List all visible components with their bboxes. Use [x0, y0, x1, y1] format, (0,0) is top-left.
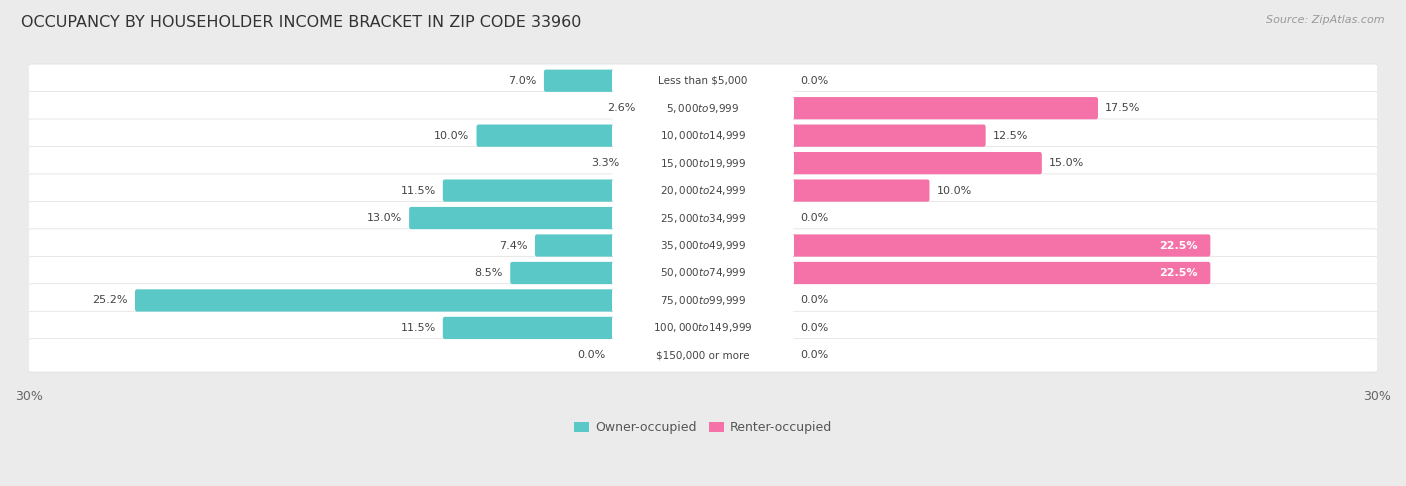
FancyBboxPatch shape [786, 97, 1098, 119]
FancyBboxPatch shape [786, 179, 929, 202]
Text: 0.0%: 0.0% [801, 350, 830, 361]
FancyBboxPatch shape [28, 229, 1378, 262]
Text: 0.0%: 0.0% [576, 350, 605, 361]
FancyBboxPatch shape [786, 124, 986, 147]
Text: 22.5%: 22.5% [1159, 268, 1198, 278]
FancyBboxPatch shape [534, 234, 620, 257]
Text: 3.3%: 3.3% [592, 158, 620, 168]
FancyBboxPatch shape [612, 288, 794, 312]
FancyBboxPatch shape [510, 262, 620, 284]
Text: 17.5%: 17.5% [1105, 103, 1140, 113]
Text: 25.2%: 25.2% [93, 295, 128, 305]
Text: 0.0%: 0.0% [801, 213, 830, 223]
FancyBboxPatch shape [786, 262, 1211, 284]
Text: OCCUPANCY BY HOUSEHOLDER INCOME BRACKET IN ZIP CODE 33960: OCCUPANCY BY HOUSEHOLDER INCOME BRACKET … [21, 15, 582, 30]
Text: $5,000 to $9,999: $5,000 to $9,999 [666, 102, 740, 115]
Text: 13.0%: 13.0% [367, 213, 402, 223]
Text: 10.0%: 10.0% [936, 186, 972, 195]
Text: 0.0%: 0.0% [801, 323, 830, 333]
Text: $15,000 to $19,999: $15,000 to $19,999 [659, 156, 747, 170]
FancyBboxPatch shape [443, 317, 620, 339]
FancyBboxPatch shape [28, 256, 1378, 290]
Text: Less than $5,000: Less than $5,000 [658, 76, 748, 86]
FancyBboxPatch shape [28, 174, 1378, 207]
FancyBboxPatch shape [28, 64, 1378, 97]
Text: 0.0%: 0.0% [801, 295, 830, 305]
Text: $50,000 to $74,999: $50,000 to $74,999 [659, 266, 747, 279]
FancyBboxPatch shape [28, 201, 1378, 235]
Text: 15.0%: 15.0% [1049, 158, 1084, 168]
FancyBboxPatch shape [28, 146, 1378, 180]
FancyBboxPatch shape [28, 284, 1378, 317]
FancyBboxPatch shape [28, 119, 1378, 152]
Text: Source: ZipAtlas.com: Source: ZipAtlas.com [1267, 15, 1385, 25]
Text: $100,000 to $149,999: $100,000 to $149,999 [654, 321, 752, 334]
Text: 2.6%: 2.6% [607, 103, 636, 113]
Legend: Owner-occupied, Renter-occupied: Owner-occupied, Renter-occupied [569, 417, 837, 438]
FancyBboxPatch shape [28, 339, 1378, 372]
Text: 7.0%: 7.0% [509, 76, 537, 86]
FancyBboxPatch shape [28, 91, 1378, 125]
Text: 11.5%: 11.5% [401, 323, 436, 333]
FancyBboxPatch shape [612, 123, 794, 148]
Text: $35,000 to $49,999: $35,000 to $49,999 [659, 239, 747, 252]
FancyBboxPatch shape [477, 124, 620, 147]
FancyBboxPatch shape [612, 151, 794, 175]
Text: $20,000 to $24,999: $20,000 to $24,999 [659, 184, 747, 197]
Text: $10,000 to $14,999: $10,000 to $14,999 [659, 129, 747, 142]
Text: $25,000 to $34,999: $25,000 to $34,999 [659, 211, 747, 225]
FancyBboxPatch shape [786, 234, 1211, 257]
FancyBboxPatch shape [612, 178, 794, 203]
FancyBboxPatch shape [409, 207, 620, 229]
FancyBboxPatch shape [135, 289, 620, 312]
FancyBboxPatch shape [612, 206, 794, 230]
Text: 12.5%: 12.5% [993, 131, 1028, 140]
FancyBboxPatch shape [786, 152, 1042, 174]
Text: 0.0%: 0.0% [801, 76, 830, 86]
Text: 7.4%: 7.4% [499, 241, 527, 250]
FancyBboxPatch shape [612, 233, 794, 258]
Text: 10.0%: 10.0% [434, 131, 470, 140]
FancyBboxPatch shape [612, 96, 794, 120]
Text: 8.5%: 8.5% [475, 268, 503, 278]
Text: $75,000 to $99,999: $75,000 to $99,999 [659, 294, 747, 307]
FancyBboxPatch shape [612, 343, 794, 367]
Text: 11.5%: 11.5% [401, 186, 436, 195]
Text: $150,000 or more: $150,000 or more [657, 350, 749, 361]
FancyBboxPatch shape [28, 311, 1378, 345]
FancyBboxPatch shape [612, 261, 794, 285]
FancyBboxPatch shape [612, 316, 794, 340]
FancyBboxPatch shape [544, 69, 620, 92]
FancyBboxPatch shape [612, 69, 794, 93]
Text: 22.5%: 22.5% [1159, 241, 1198, 250]
FancyBboxPatch shape [443, 179, 620, 202]
